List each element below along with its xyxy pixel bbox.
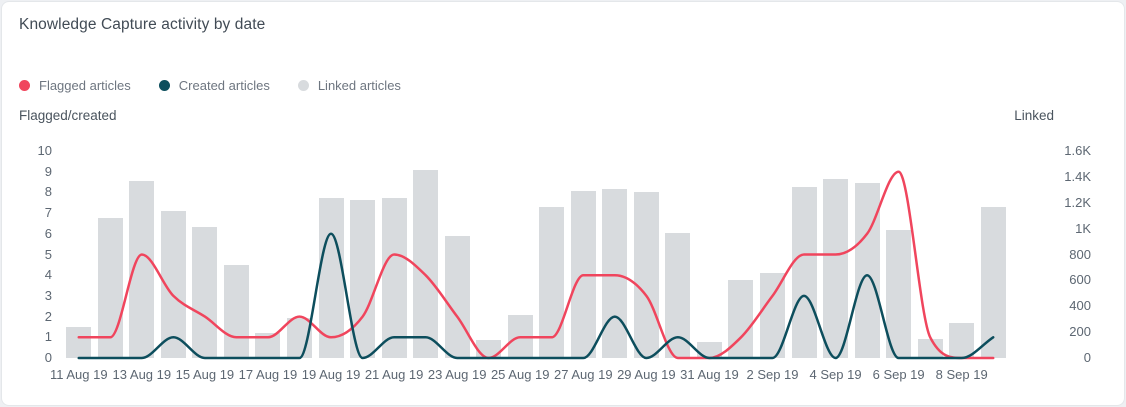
bar[interactable]	[760, 272, 785, 358]
x-axis-tick-label: 23 Aug 19	[427, 367, 487, 382]
bar[interactable]	[192, 227, 218, 358]
left-axis-ticks: 10 9 8 7 6 5 4 3 2 1 0	[22, 143, 52, 365]
legend-label: Linked articles	[317, 78, 401, 93]
x-axis-tick-label: 27 Aug 19	[554, 367, 613, 382]
bar[interactable]	[66, 326, 92, 358]
x-axis-tick-label: 19 Aug 19	[301, 367, 361, 382]
axis-tick-label: 10	[37, 143, 52, 158]
axis-tick-label: 9	[44, 163, 52, 179]
flagged-line	[79, 172, 993, 358]
axis-tick-label: 6	[44, 225, 52, 241]
bar[interactable]	[223, 264, 249, 358]
bar[interactable]	[980, 206, 1006, 358]
axis-tick-label: 2	[44, 308, 52, 324]
right-axis-title: Linked	[1014, 108, 1054, 123]
axis-tick-label: 1.2K	[1064, 194, 1091, 210]
bar[interactable]	[917, 338, 943, 358]
created-line	[79, 234, 993, 358]
plot-area: 10 9 8 7 6 5 4 3 2 1 0 1.6K 1.4K 1.2K 1K 800 600 400 200 0…	[38, 143, 1091, 382]
bar[interactable]	[602, 188, 628, 358]
axis-tick-label: 0	[1083, 350, 1091, 365]
bars-layer	[63, 151, 1009, 358]
x-axis-tick-label: 4 Sep 19	[809, 367, 862, 382]
bar[interactable]	[633, 192, 659, 358]
x-axis-tick-label: 6 Sep 19	[872, 367, 925, 382]
x-axis-tick-label: 17 Aug 19	[238, 367, 298, 382]
bar[interactable]	[413, 170, 439, 358]
axis-tick-label: 0	[44, 350, 52, 365]
axis-tick-label: 800	[1069, 246, 1091, 262]
created-dot-icon	[158, 80, 170, 91]
axis-tick-label: 1.4K	[1064, 168, 1091, 184]
bar[interactable]	[97, 218, 123, 358]
x-axis-tick-label: 29 Aug 19	[617, 367, 676, 382]
axis-tick-label: 4	[44, 267, 52, 283]
legend-label: Flagged articles	[39, 78, 131, 93]
axis-tick-label: 1	[44, 329, 52, 345]
legend-item-flagged[interactable]: Flagged articles	[19, 78, 131, 93]
bar[interactable]	[823, 179, 849, 358]
chart-title: Knowledge Capture activity by date	[19, 16, 266, 33]
bar[interactable]	[318, 197, 344, 358]
bar[interactable]	[791, 187, 817, 358]
bar[interactable]	[539, 206, 565, 358]
x-axis-tick-label: 13 Aug 19	[112, 367, 172, 382]
bar[interactable]	[381, 197, 407, 358]
x-axis-tick-label: 31 Aug 19	[680, 367, 739, 382]
bar[interactable]	[854, 183, 880, 358]
axis-tick-label: 7	[44, 205, 52, 221]
axis-tick-label: 1.6K	[1064, 143, 1091, 158]
right-axis-ticks: 1.6K 1.4K 1.2K 1K 800 600 400 200 0	[1009, 143, 1091, 365]
x-axis-tick-label: 21 Aug 19	[364, 367, 424, 382]
bar[interactable]	[696, 342, 722, 358]
x-axis-labels: 11 Aug 19 13 Aug 19 15 Aug 19 17 Aug 19 19 A…	[50, 367, 1009, 383]
axis-tick-label: 5	[44, 246, 52, 262]
bar[interactable]	[886, 229, 912, 358]
axis-tick-label: 200	[1069, 324, 1091, 340]
linked-dot-icon	[297, 80, 309, 91]
legend-item-created[interactable]: Created articles	[158, 78, 270, 93]
axis-tick-label: 600	[1069, 272, 1091, 288]
bar[interactable]	[949, 323, 975, 358]
x-axis-tick-label: 11 Aug 19	[49, 367, 108, 382]
axis-tick-label: 400	[1069, 298, 1091, 314]
bar[interactable]	[444, 236, 470, 358]
x-axis-tick-label: 25 Aug 19	[490, 367, 550, 382]
legend: Flagged articles Created articles Linked…	[19, 78, 401, 93]
axis-tick-label: 1K	[1075, 220, 1091, 236]
left-axis-title: Flagged/created	[19, 108, 117, 123]
x-axis-tick-label: 15 Aug 19	[175, 367, 235, 382]
x-axis-tick-label: 2 Sep 19	[746, 367, 799, 382]
flagged-dot-icon	[19, 80, 30, 91]
axis-tick-label: 8	[44, 184, 52, 200]
legend-item-linked[interactable]: Linked articles	[297, 78, 401, 93]
lines-layer	[63, 151, 1009, 358]
legend-label: Created articles	[178, 78, 270, 93]
axis-tick-label: 3	[44, 287, 52, 303]
x-axis-tick-label: 8 Sep 19	[935, 367, 988, 382]
